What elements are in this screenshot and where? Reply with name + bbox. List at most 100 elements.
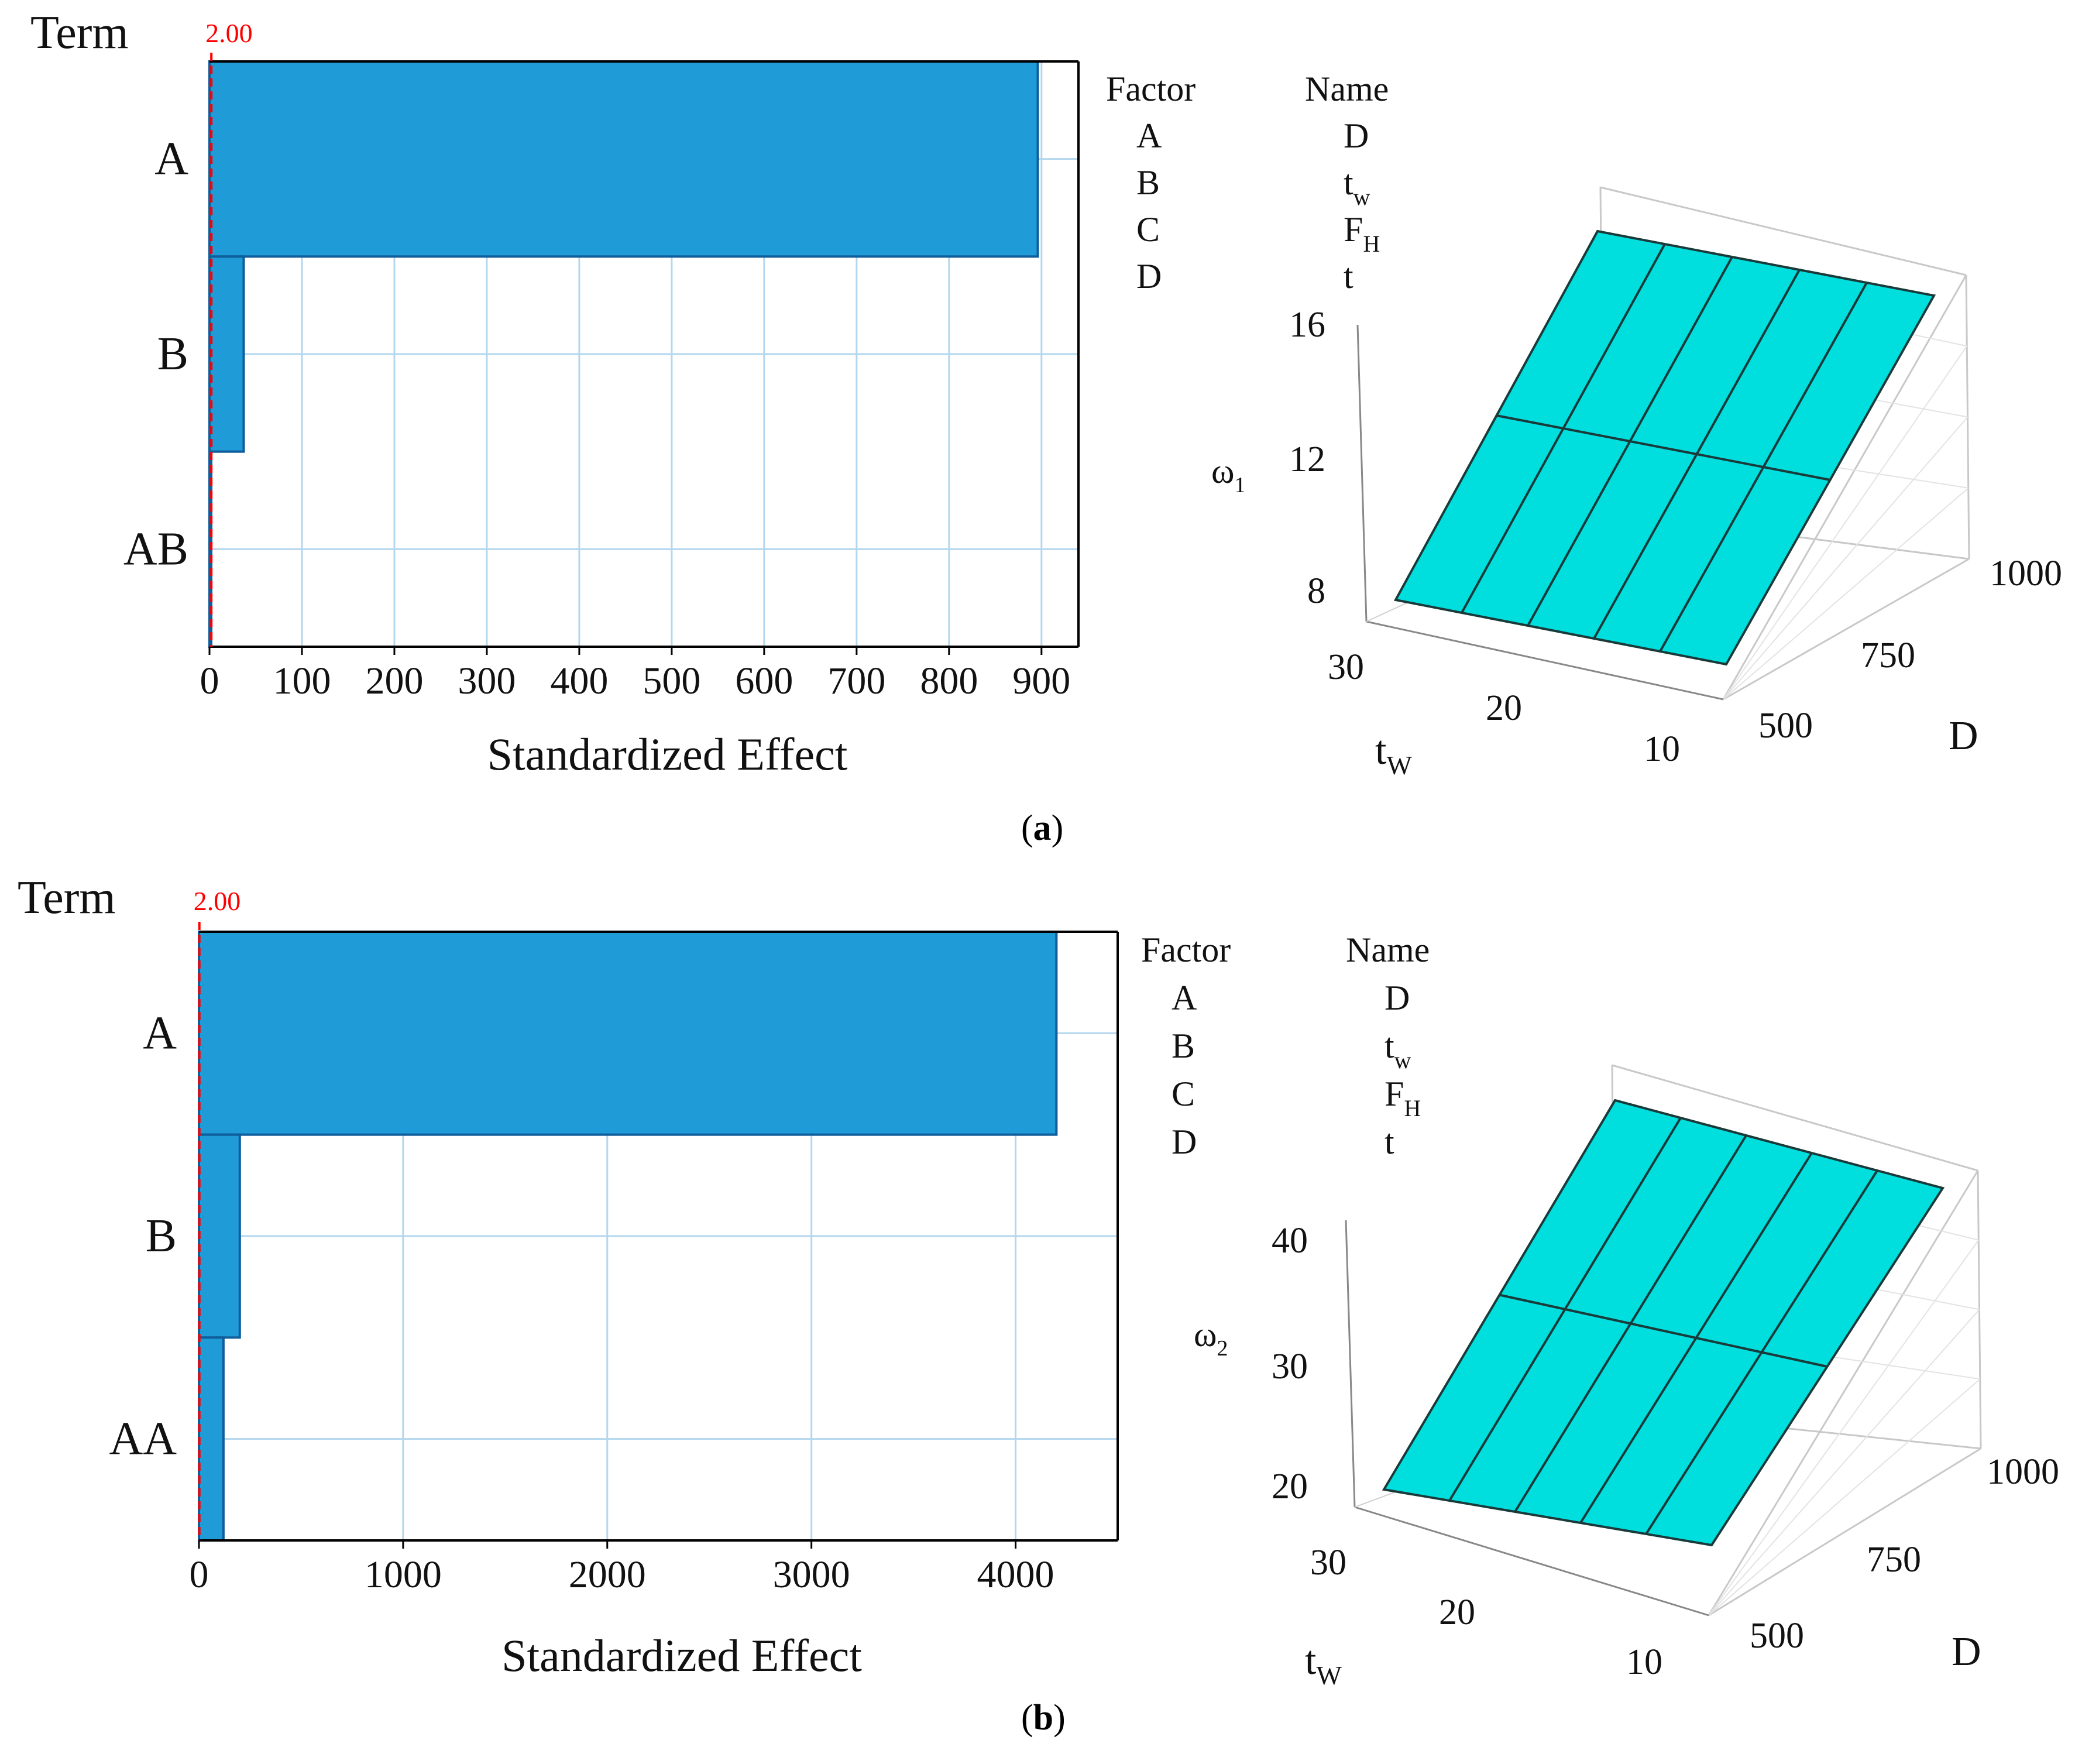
z-tick-label: 30 (1272, 1347, 1308, 1387)
x-axis-title-sub: W (1316, 1660, 1342, 1690)
x-tick-label: 3000 (773, 1553, 850, 1596)
pane-edge (1723, 558, 1970, 701)
z-axis-title: ω2 (1194, 1315, 1228, 1361)
z-axis-title: ω1 (1211, 452, 1246, 497)
pane-edge (1612, 1064, 1978, 1172)
factor-table-a: Factor Name A D B tw C FH D t (1106, 70, 1389, 296)
x-tick-label: 200 (365, 660, 423, 702)
factor-A: A (1136, 116, 1162, 155)
name-D: t (1344, 257, 1353, 296)
factor-header: Factor (1106, 70, 1195, 108)
x-tick-label: 700 (827, 660, 885, 702)
y-tick-label: 750 (1867, 1540, 1921, 1580)
bar-A (198, 931, 1058, 1136)
name-subscript: w (1394, 1047, 1411, 1073)
factor-D: D (1136, 257, 1162, 296)
x-tick-label: 500 (643, 660, 700, 702)
z-axis-title-sub: 1 (1235, 473, 1246, 497)
pane-edge (1600, 186, 1967, 276)
name-A: D (1385, 979, 1410, 1017)
y-axis-title: D (1949, 713, 1978, 759)
pane-grid (1723, 345, 1968, 700)
x-tick-label: 10 (1626, 1642, 1662, 1682)
x-tick-label: 0 (190, 1553, 209, 1596)
factor-B: B (1172, 1027, 1195, 1065)
category-label-AA: AA (109, 1413, 177, 1465)
name-B: tw (1344, 163, 1370, 210)
pane-grid (1708, 1309, 1980, 1616)
panel-label-a-letter: a (1033, 808, 1052, 848)
category-label-A: A (143, 1007, 177, 1059)
pane-grid (1723, 487, 1969, 700)
factor-B: B (1136, 163, 1160, 202)
bar-AA (198, 1336, 225, 1542)
name-B: tw (1385, 1027, 1411, 1073)
pane-grid (1708, 1240, 1980, 1616)
factor-A: A (1172, 979, 1197, 1017)
reference-line-label: 2.00 (205, 18, 253, 48)
pane-edge (1722, 274, 1967, 700)
panel-label-b-letter: b (1033, 1698, 1054, 1738)
x-tick-label: 100 (273, 660, 331, 702)
bar-A (208, 60, 1039, 258)
name-subscript: w (1353, 184, 1370, 210)
x-axis-title: Standardized Effect (501, 1630, 862, 1681)
factor-header: Factor (1141, 931, 1231, 969)
pane-edge (1708, 1447, 1981, 1617)
x-tick-label: 4000 (977, 1553, 1054, 1596)
x-tick-label: 30 (1328, 647, 1364, 687)
surface-mesh-line (1499, 1293, 1827, 1368)
x-axis-title: Standardized Effect (487, 729, 848, 780)
x-tick-label: 2000 (569, 1553, 646, 1596)
factor-C: C (1172, 1075, 1195, 1113)
pane-grid (1708, 1378, 1981, 1616)
z-axis-line (1356, 324, 1368, 622)
x-axis-title: tW (1305, 1638, 1342, 1690)
surface-mesh-line (1496, 414, 1830, 481)
y-tick-label: 750 (1861, 636, 1915, 675)
x-tick-label: 400 (550, 660, 608, 702)
z-tick-label: 8 (1307, 571, 1325, 611)
term-header: Term (30, 7, 129, 59)
pareto-chart-b: A B AA 2.00 0 1000 2000 3000 4000 Standardized Ef… (18, 872, 1119, 1681)
x-tick-label: 300 (458, 660, 516, 702)
y-axis-title: D (1952, 1629, 1981, 1674)
name-C: FH (1344, 210, 1380, 257)
z-tick-label: 16 (1289, 305, 1325, 345)
x-tick-label: 20 (1486, 688, 1522, 728)
name-D: t (1385, 1123, 1394, 1161)
category-label-A: A (154, 133, 188, 185)
name-C: FH (1385, 1075, 1421, 1121)
x-axis-title-sub: W (1386, 750, 1412, 780)
pane-grid (1723, 416, 1969, 700)
x-tick-label: 20 (1439, 1593, 1475, 1632)
term-header: Term (18, 872, 116, 924)
factor-D: D (1172, 1123, 1197, 1161)
x-tick-label: 30 (1310, 1543, 1346, 1583)
category-label-B: B (146, 1210, 177, 1262)
name-subscript: H (1363, 231, 1380, 257)
name-header: Name (1305, 70, 1389, 108)
x-tick-label: 900 (1012, 660, 1070, 702)
z-tick-label: 40 (1272, 1221, 1308, 1261)
x-tick-label: 800 (920, 660, 978, 702)
response-surface (1382, 1099, 1945, 1547)
z-axis-line (1345, 1220, 1356, 1508)
y-tick-label: 500 (1750, 1616, 1804, 1656)
name-A: D (1344, 116, 1369, 155)
x-axis-title: tW (1375, 728, 1412, 780)
z-tick-label: 20 (1272, 1467, 1308, 1506)
y-tick-label: 500 (1758, 706, 1813, 746)
x-tick-label: 1000 (365, 1553, 442, 1596)
x-tick-label: 0 (200, 660, 219, 702)
panel-label-b: (b) (1021, 1698, 1066, 1738)
x-tick-label: 10 (1644, 729, 1680, 769)
y-tick-label: 1000 (1990, 554, 2062, 593)
factor-C: C (1136, 210, 1160, 249)
bar-B (198, 1133, 241, 1339)
reference-line-label: 2.00 (194, 886, 241, 916)
